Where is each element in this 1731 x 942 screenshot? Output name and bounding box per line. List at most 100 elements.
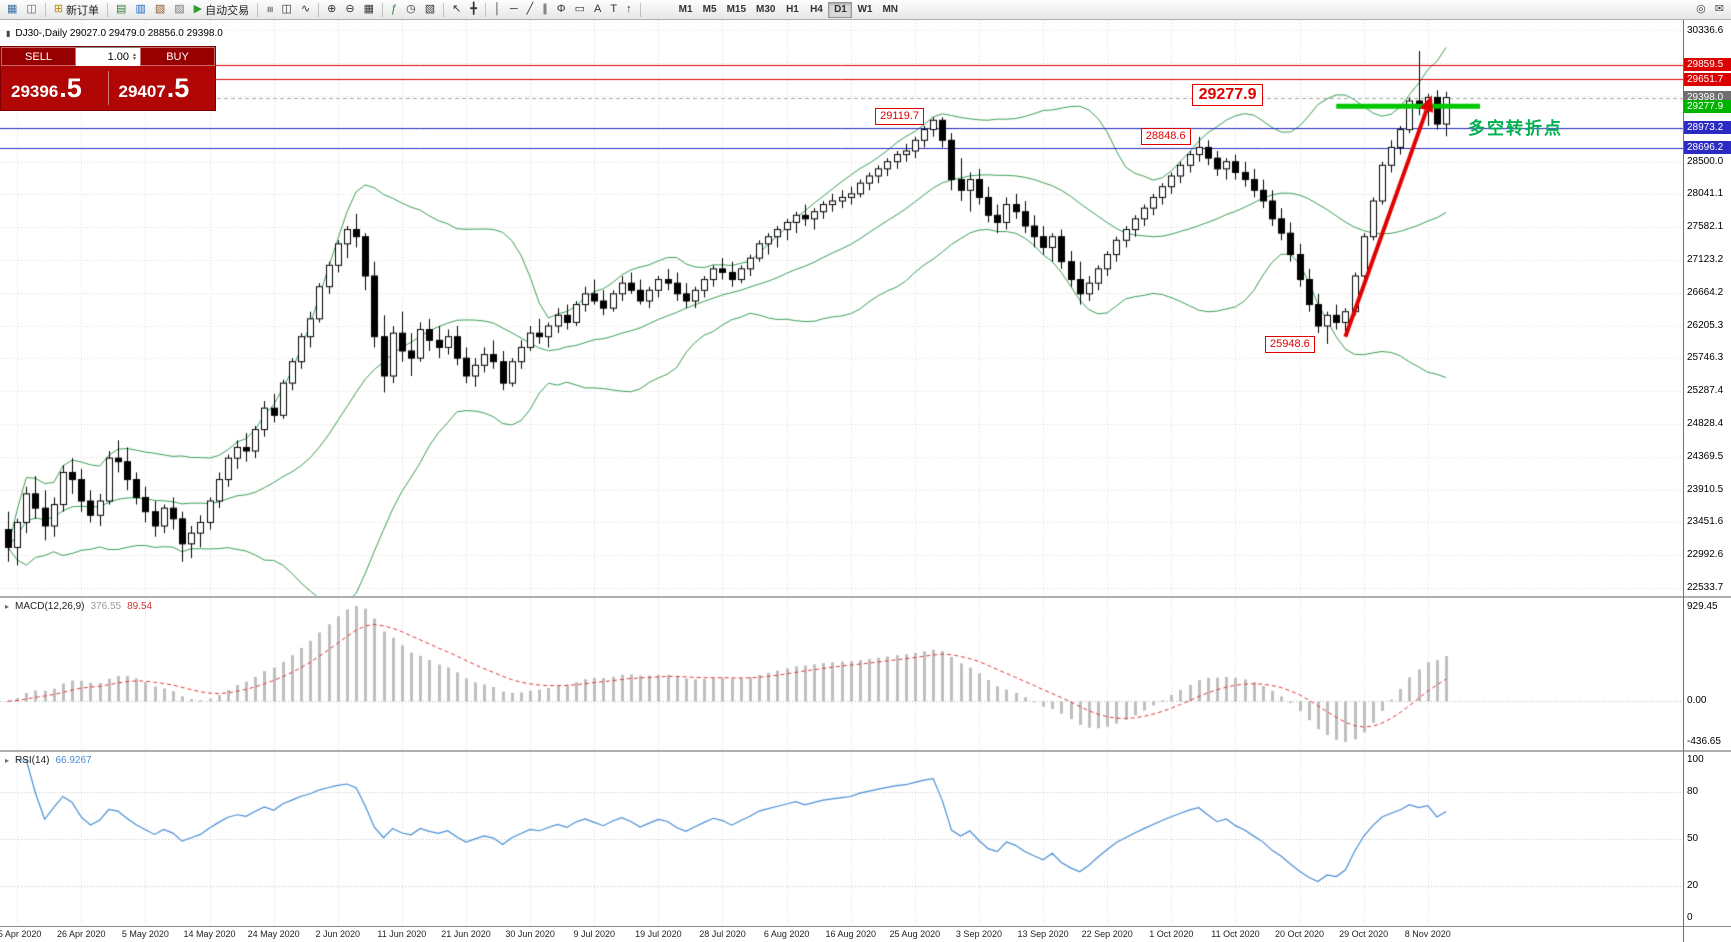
rsi-name: RSI(14): [15, 755, 50, 766]
messages-icon[interactable]: ✉: [1711, 1, 1728, 18]
price-annotation-oct-low[interactable]: 25948.6: [1265, 335, 1315, 353]
new-order-button[interactable]: ⊞ 新订单: [50, 1, 103, 18]
macd-main-value: 376.55: [90, 601, 122, 612]
price-tick: 26664.2: [1687, 286, 1724, 298]
profile-window-icon-glyph: ◫: [26, 3, 37, 15]
terminal-icon[interactable]: ▨: [170, 1, 188, 18]
timeframe-m30[interactable]: M30: [751, 2, 780, 18]
price-chart-canvas[interactable]: [0, 20, 1683, 596]
tile-windows-icon[interactable]: ▦: [360, 1, 378, 18]
timeframe-h1[interactable]: H1: [780, 2, 804, 18]
bar-chart-icon-glyph: ≡: [263, 6, 276, 13]
zoom-in-button[interactable]: ⊕: [323, 1, 340, 18]
turning-point-note[interactable]: 多空转折点: [1468, 119, 1563, 138]
volume-down-arrow[interactable]: ▼: [132, 56, 137, 62]
date-label: 20 Oct 2020: [1275, 929, 1325, 939]
date-label: 11 Oct 2020: [1211, 929, 1260, 939]
timeframe-d1[interactable]: D1: [828, 1, 853, 18]
main-price-scale[interactable]: 30336.6 28500.0 28041.1 27582.1 27123.2 26664…: [1684, 20, 1731, 596]
price-annotation-sep-high[interactable]: 29119.7: [875, 108, 925, 126]
trendline-tool[interactable]: ╱: [523, 1, 538, 18]
crosshair-tool-glyph: ╋: [470, 3, 477, 15]
sell-price[interactable]: 29396.5: [1, 73, 108, 104]
price-tick: 28500.0: [1687, 155, 1724, 167]
chart-ohlc-info: ▮ DJ30-,Daily 29027.0 29479.0 28856.0 29…: [6, 28, 223, 39]
new-order-button-glyph: ⊞: [53, 3, 64, 15]
chart-window-icon[interactable]: ▦: [3, 1, 21, 18]
zoom-out-button[interactable]: ⊖: [341, 1, 358, 18]
rsi-canvas[interactable]: [0, 752, 1683, 926]
line-chart-icon[interactable]: ∿: [297, 1, 314, 18]
rsi-tick: 80: [1687, 785, 1699, 797]
time-axis[interactable]: 15 Apr 2020 26 Apr 2020 5 May 2020 14 May 2…: [0, 926, 1683, 942]
timeframe-m5[interactable]: M5: [698, 2, 722, 18]
price-scale[interactable]: 30336.6 28500.0 28041.1 27582.1 27123.2 26664…: [1683, 20, 1731, 942]
price-level-box: 29859.5: [1684, 58, 1731, 72]
volume-up-arrow[interactable]: ▲: [132, 52, 137, 58]
shapes-tool[interactable]: ▭: [571, 1, 589, 18]
data-window-icon[interactable]: ▥: [131, 1, 149, 18]
indicators-button[interactable]: ƒ: [387, 1, 401, 18]
price-tick: 22992.6: [1687, 549, 1724, 561]
templates-button[interactable]: ▧: [421, 1, 439, 18]
volume-value[interactable]: 1.00: [107, 51, 130, 63]
periods-button[interactable]: ◷: [402, 1, 420, 18]
text-tool[interactable]: A: [590, 1, 605, 18]
volume-spinner[interactable]: ▲ ▼: [132, 52, 137, 62]
bar-chart-icon[interactable]: ≡: [262, 1, 276, 18]
macd-signal-value: 89.54: [127, 601, 153, 612]
buy-button[interactable]: BUY: [140, 47, 215, 66]
volume-input[interactable]: 1.00 ▲ ▼: [76, 47, 140, 66]
price-tick: 30336.6: [1687, 24, 1724, 36]
data-window-icon-glyph: ▥: [135, 3, 146, 15]
buy-price-main: 29407: [118, 81, 166, 101]
market-watch-icon[interactable]: ▤: [112, 1, 130, 18]
auto-trading-button[interactable]: ▶ 自动交易: [190, 1, 253, 18]
rsi-tick: 0: [1687, 912, 1693, 923]
search-icon[interactable]: ◎: [1692, 1, 1710, 18]
cursor-tool-glyph: ↖: [452, 3, 462, 15]
horizontal-line-tool[interactable]: ─: [506, 1, 522, 18]
vertical-line-tool[interactable]: │: [490, 1, 505, 18]
cursor-tool[interactable]: ↖: [448, 1, 465, 18]
date-label: 15 Apr 2020: [0, 929, 42, 939]
timeframe-m1[interactable]: M1: [674, 2, 698, 18]
rsi-scale[interactable]: 100 80 50 20 0: [1684, 752, 1731, 926]
timeframe-mn[interactable]: MN: [877, 2, 903, 18]
crosshair-tool[interactable]: ╋: [466, 1, 481, 18]
price-chart-pane[interactable]: ▮ DJ30-,Daily 29027.0 29479.0 28856.0 29…: [0, 20, 1683, 596]
fibonacci-tool[interactable]: Φ: [553, 1, 570, 18]
one-click-trading-panel: SELL 1.00 ▲ ▼ BUY 29396.5 29407.5: [0, 46, 216, 111]
date-label: 19 Jul 2020: [635, 929, 682, 939]
periods-button-glyph: ◷: [406, 3, 416, 15]
date-label: 13 Sep 2020: [1017, 929, 1069, 939]
zoom-in-button-glyph: ⊕: [327, 3, 337, 15]
date-label: 14 May 2020: [183, 929, 236, 939]
market-watch-icon-glyph: ▤: [116, 3, 127, 15]
channel-tool[interactable]: ∥: [538, 1, 552, 18]
collapse-icon[interactable]: ▸: [5, 602, 10, 611]
shapes-tool-glyph: ▭: [574, 3, 585, 15]
rsi-pane[interactable]: ▸ RSI(14) 66.9267: [0, 752, 1683, 926]
macd-scale[interactable]: 929.45 0.00 -436.65: [1684, 598, 1731, 750]
buy-price-pip: .5: [166, 72, 190, 103]
collapse-icon[interactable]: ▸: [5, 756, 10, 765]
scale-corner: [1684, 926, 1731, 942]
profile-window-icon[interactable]: ◫: [22, 1, 40, 18]
timeframe-w1[interactable]: W1: [852, 2, 877, 18]
navigator-icon[interactable]: ▧: [151, 1, 169, 18]
timeframe-h4[interactable]: H4: [804, 2, 828, 18]
price-annotation-key-level[interactable]: 29277.9: [1191, 84, 1264, 107]
macd-canvas[interactable]: [0, 598, 1683, 750]
arrows-tool[interactable]: ↑: [622, 1, 636, 18]
price-annotation-oct-high[interactable]: 28848.6: [1140, 127, 1191, 145]
timeframe-m15[interactable]: M15: [722, 2, 751, 18]
scale-separator: [1684, 750, 1731, 752]
sell-button[interactable]: SELL: [1, 47, 76, 66]
candlestick-chart-icon[interactable]: ◫: [278, 1, 296, 18]
label-tool[interactable]: T: [606, 1, 621, 18]
pane-separator[interactable]: [0, 750, 1683, 752]
pane-separator[interactable]: [0, 596, 1683, 598]
buy-price[interactable]: 29407.5: [109, 73, 216, 104]
macd-pane[interactable]: ▸ MACD(12,26,9) 376.55 89.54: [0, 598, 1683, 750]
